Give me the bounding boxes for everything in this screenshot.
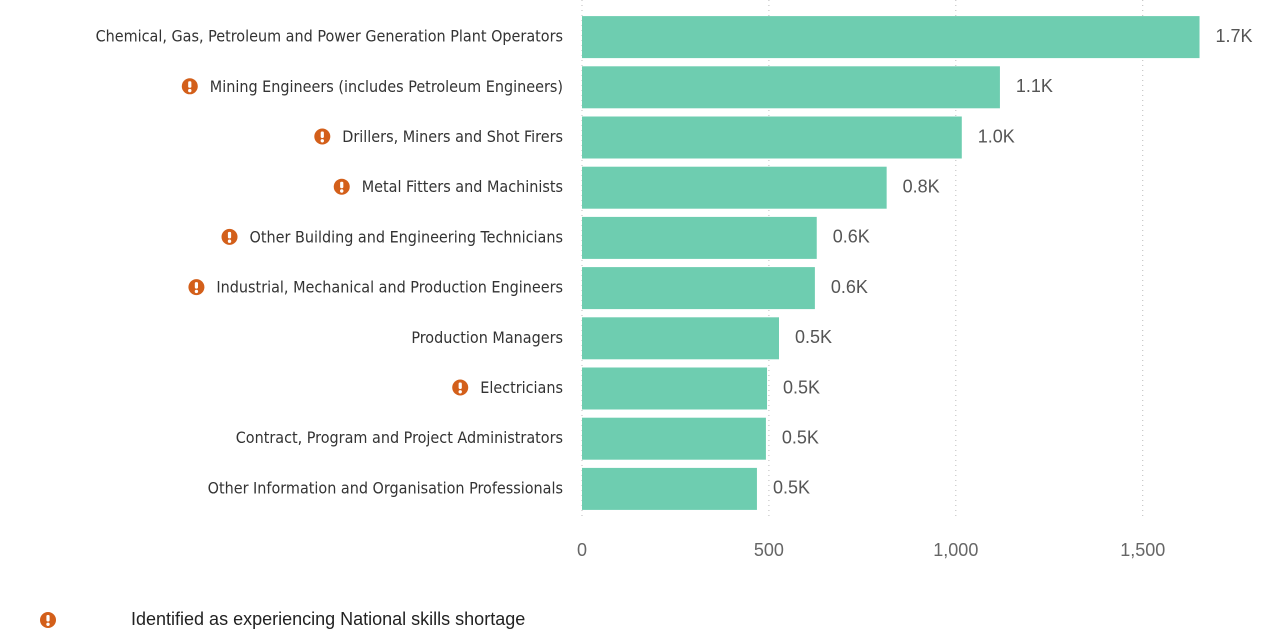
bar [582,66,1000,109]
icon-bar [458,382,462,389]
value-label: 1.0K [978,126,1015,146]
icon-dot [458,390,462,394]
icon-dot [194,289,199,294]
value-label: 0.5K [783,377,820,397]
bar [582,317,779,360]
bar [582,417,766,460]
value-label: 0.5K [795,327,832,347]
x-tick-label: 1,500 [1120,540,1165,560]
icon-bar [227,231,232,239]
y-tick-label: Other Building and Engineering Technicia… [250,227,563,246]
bar [582,116,962,159]
y-tick-label: Metal Fitters and Machinists [362,177,563,196]
bar [582,267,815,310]
value-label: 1.7K [1216,26,1253,46]
x-tick-label: 500 [754,540,784,560]
shortage-icon [221,228,238,245]
value-label: 0.5K [773,478,810,498]
legend-icon [40,612,56,628]
icon-dot [46,622,50,626]
y-tick-label: Chemical, Gas, Petroleum and Power Gener… [96,27,563,46]
bar [582,467,757,510]
bar [582,216,817,259]
shortage-icon [181,78,198,95]
shortage-icon [40,612,56,628]
bar [582,166,887,209]
icon-bar [188,81,192,88]
value-label: 0.6K [831,277,868,297]
icon-dot [188,88,192,93]
icon-bar [194,282,199,289]
shortage-icon [188,279,205,296]
icon-dot [320,139,324,143]
bar [582,16,1200,59]
y-tick-label: Contract, Program and Project Administra… [236,428,563,447]
icon-bar [340,181,344,189]
y-tick-label: Other Information and Organisation Profe… [208,478,563,497]
y-tick-label: Electricians [480,378,563,397]
x-tick-label: 0 [577,540,587,560]
value-label: 0.8K [903,176,940,196]
bar [582,367,768,410]
y-tick-label: Production Managers [411,328,563,347]
value-label: 0.5K [782,427,819,447]
shortage-icon [333,178,350,195]
y-tick-label: Industrial, Mechanical and Production En… [216,278,563,297]
legend-label: Identified as experiencing National skil… [131,609,525,629]
icon-bar [320,131,324,138]
shortage-icon [314,128,331,145]
y-tick-label: Drillers, Miners and Shot Firers [342,127,563,146]
x-tick-label: 1,000 [933,540,978,560]
value-label: 0.6K [833,227,870,247]
icon-dot [227,239,232,243]
shortage-icon [452,379,469,396]
icon-bar [46,615,50,622]
value-label: 1.1K [1016,76,1053,96]
legend: Identified as experiencing National skil… [40,609,525,629]
y-tick-label: Mining Engineers (includes Petroleum Eng… [210,77,563,96]
icon-dot [340,189,344,193]
